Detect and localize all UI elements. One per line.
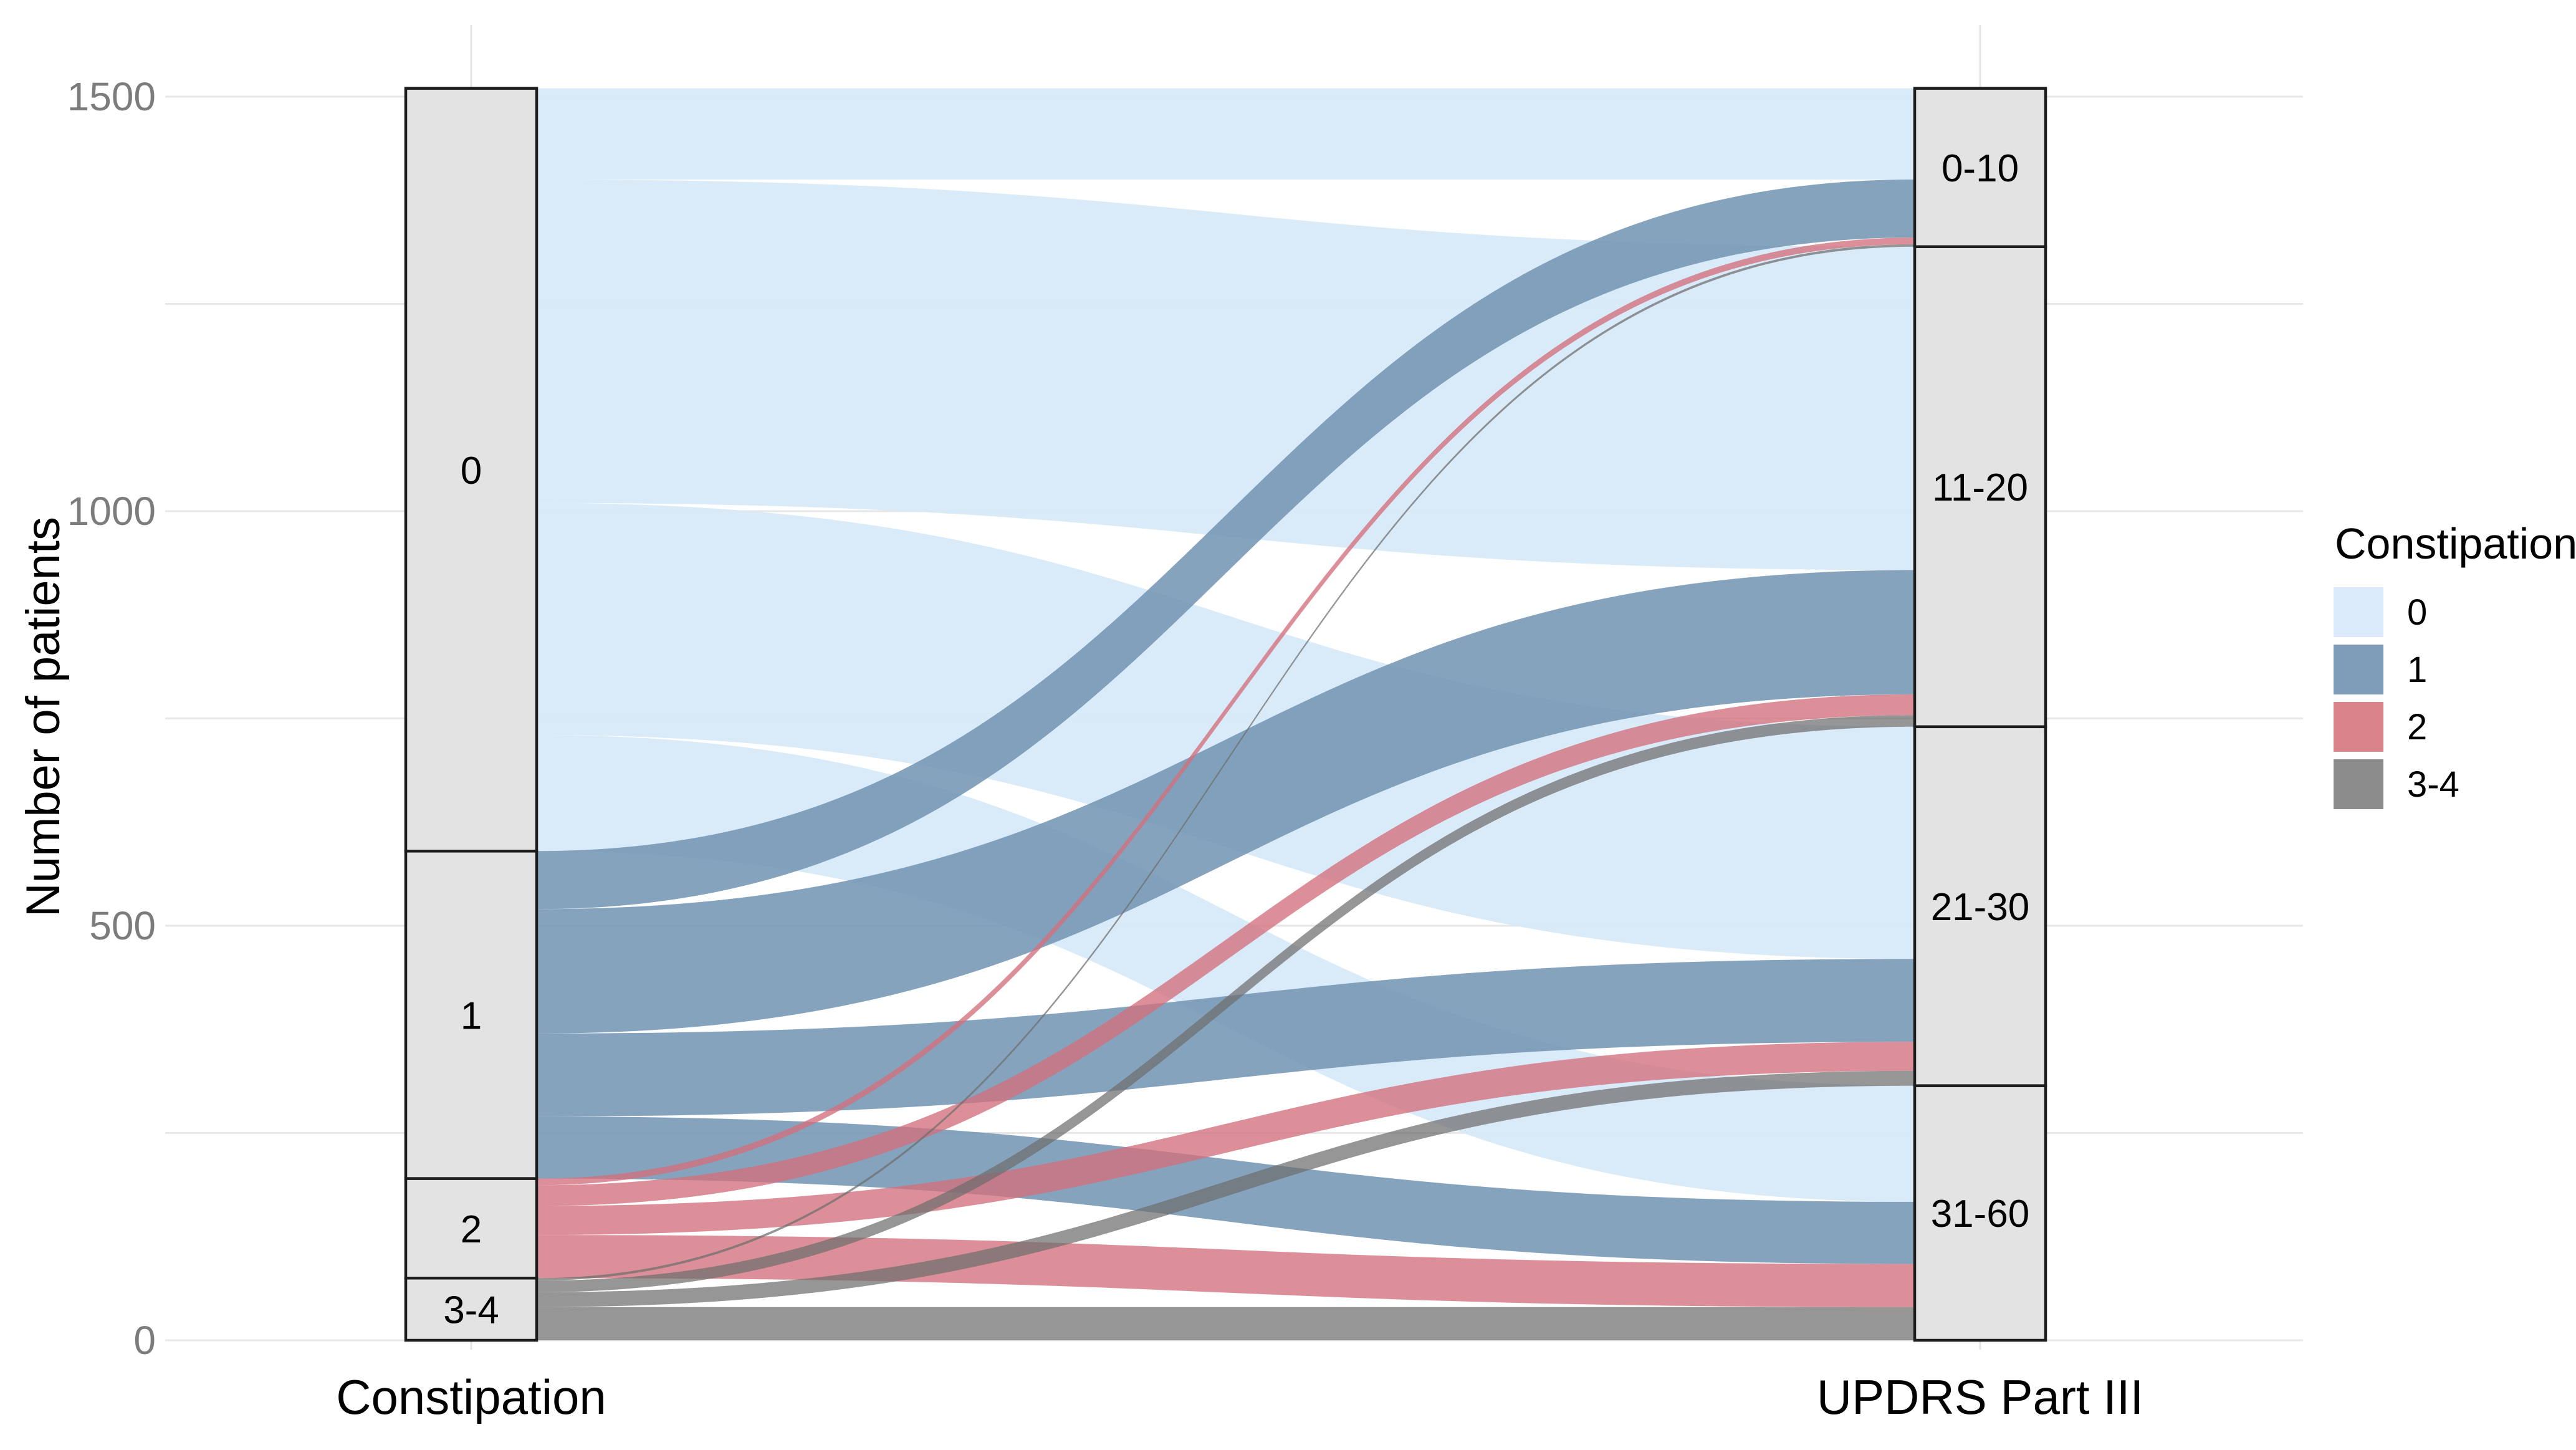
y-tick-label-1000: 1000	[67, 489, 156, 534]
stratum-label-left-2: 2	[461, 1208, 482, 1251]
legend-title: Constipation	[2335, 519, 2576, 568]
legend: Constipation 0 1 2 3-4	[2334, 519, 2576, 817]
legend-item-label: 1	[2407, 649, 2428, 690]
flow-ribbon-3-4-to-0-10	[537, 244, 1915, 1281]
y-tick-label-0: 0	[133, 1318, 156, 1363]
x-axis-label-constipation: Constipation	[336, 1370, 606, 1424]
stratum-label-right-0-10: 0-10	[1942, 147, 2019, 190]
legend-item-2: 2	[2334, 702, 2576, 752]
stratum-box-left-1	[404, 850, 539, 1180]
y-tick-label-1500: 1500	[67, 74, 156, 119]
legend-swatch-1	[2334, 645, 2383, 694]
stratum-box-left-3-4	[404, 1277, 539, 1342]
legend-item-label: 3-4	[2407, 764, 2459, 805]
flow-ribbon-2-to-31-60	[537, 1235, 1915, 1307]
flow-ribbon-3-4-to-21-30	[537, 1070, 1915, 1307]
stratum-label-right-11-20: 11-20	[1932, 466, 2028, 509]
legend-item-0: 0	[2334, 587, 2576, 637]
stratum-box-right-31-60	[1913, 1084, 2047, 1342]
flow-ribbon-0-to-21-30	[537, 502, 1915, 959]
stratum-label-right-21-30: 21-30	[1931, 886, 2030, 929]
legend-swatch-2	[2334, 702, 2383, 752]
flow-ribbon-1-to-0-10	[537, 180, 1915, 910]
flow-ribbon-0-to-0-10	[537, 88, 1915, 180]
legend-item-label: 2	[2407, 706, 2428, 747]
legend-swatch-3-4	[2334, 759, 2383, 809]
y-tick-label-500: 500	[89, 903, 156, 948]
stratum-label-right-31-60: 31-60	[1931, 1193, 2030, 1236]
flow-ribbon-2-to-11-20	[537, 694, 1915, 1206]
flow-ribbon-1-to-21-30	[537, 959, 1915, 1116]
x-axis-label-updrs: UPDRS Part III	[1816, 1370, 2144, 1424]
stratum-box-right-21-30	[1913, 725, 2047, 1087]
flow-ribbon-1-to-11-20	[537, 570, 1915, 1034]
flow-ribbon-2-to-21-30	[537, 1042, 1915, 1236]
legend-item-1: 1	[2334, 645, 2576, 694]
legend-items: 0 1 2 3-4	[2334, 587, 2576, 809]
stratum-box-left-0	[404, 87, 539, 853]
stratum-box-right-0-10	[1913, 87, 2047, 248]
legend-item-3-4: 3-4	[2334, 759, 2576, 809]
stratum-label-left-1: 1	[461, 994, 482, 1037]
legend-item-label: 0	[2407, 592, 2428, 633]
legend-swatch-0	[2334, 587, 2383, 637]
flow-ribbon-3-4-to-31-60	[537, 1307, 1915, 1340]
flow-ribbon-2-to-0-10	[537, 238, 1915, 1186]
stratum-box-left-2	[404, 1177, 539, 1280]
stratum-label-left-0: 0	[461, 449, 482, 492]
flow-ribbon-3-4-to-11-20	[537, 715, 1915, 1292]
stratum-label-left-3-4: 3-4	[443, 1289, 499, 1332]
